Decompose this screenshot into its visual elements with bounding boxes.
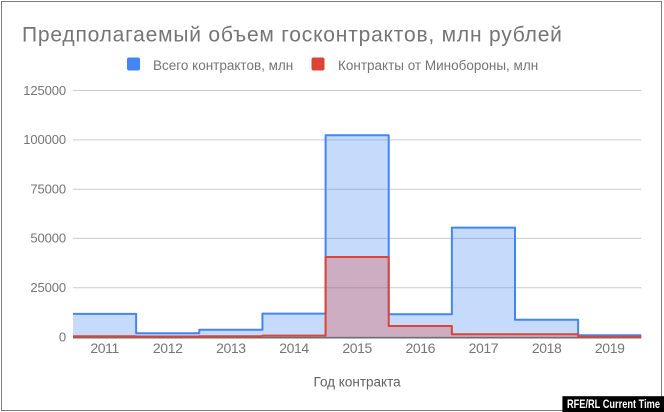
svg-text:75000: 75000 [30,182,66,197]
svg-text:2015: 2015 [342,340,372,356]
svg-text:2016: 2016 [406,340,436,356]
svg-text:Контракты от Минобороны, млн: Контракты от Минобороны, млн [338,58,538,73]
svg-text:50000: 50000 [30,231,66,246]
svg-text:2017: 2017 [469,340,499,356]
svg-text:2011: 2011 [90,340,119,356]
svg-text:0: 0 [59,330,66,345]
svg-text:2018: 2018 [532,340,562,356]
svg-text:125000: 125000 [23,83,66,98]
svg-text:25000: 25000 [30,280,66,295]
svg-text:100000: 100000 [23,132,66,147]
svg-text:Предполагаемый объем госконтра: Предполагаемый объем госконтрактов, млн … [22,24,563,47]
svg-text:Всего контрактов, млн: Всего контрактов, млн [153,58,293,73]
svg-text:2014: 2014 [279,340,309,356]
svg-text:RFE/RL Current Time: RFE/RL Current Time [567,397,660,411]
svg-text:2013: 2013 [216,340,246,356]
svg-text:2012: 2012 [153,340,183,356]
svg-text:Год контракта: Год контракта [314,375,402,390]
svg-text:2019: 2019 [595,340,625,356]
